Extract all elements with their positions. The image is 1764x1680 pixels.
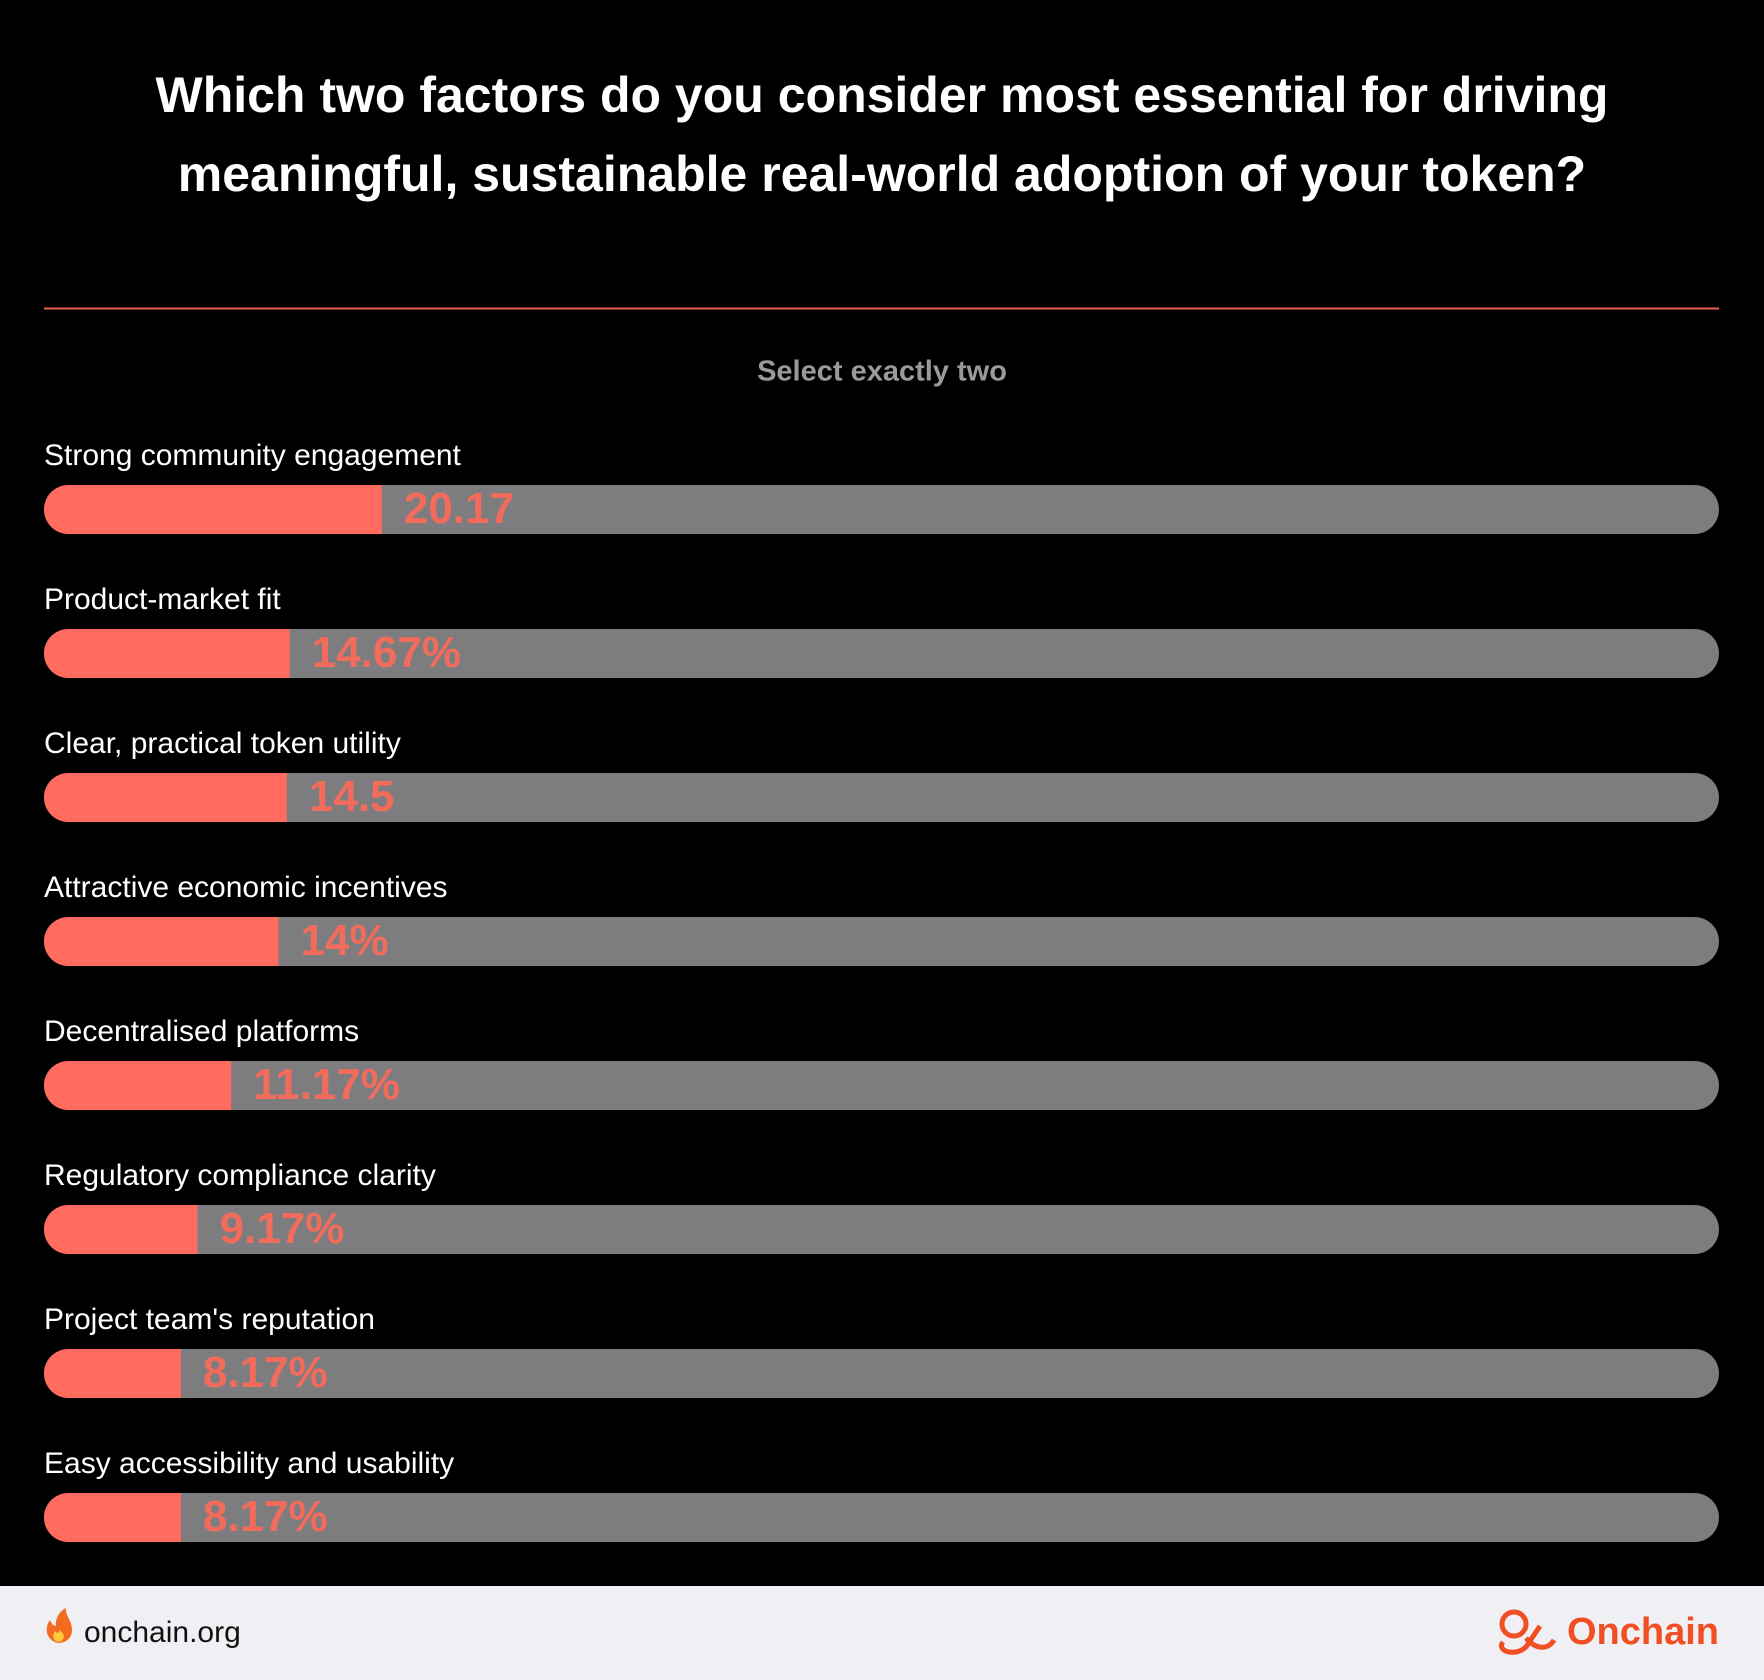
value-label: 20.17 — [404, 484, 514, 533]
value-label: 14.5 — [309, 772, 395, 821]
footer-bar — [0, 1586, 1764, 1680]
bar-track — [44, 917, 1719, 966]
bar-track — [44, 1205, 1719, 1254]
footer-brand: Onchain — [1567, 1611, 1719, 1653]
fire-icon — [46, 1608, 72, 1643]
category-label: Project team's reputation — [44, 1303, 375, 1336]
brand-logo — [1498, 1609, 1557, 1655]
bar-track — [44, 1349, 1719, 1398]
bar-track — [44, 629, 1719, 678]
bar — [44, 629, 290, 678]
bar — [44, 917, 279, 966]
value-label: 9.17% — [220, 1204, 345, 1253]
bar — [44, 1205, 198, 1254]
category-label: Easy accessibility and usability — [44, 1447, 454, 1480]
value-label: 11.17% — [253, 1060, 400, 1109]
bar — [44, 485, 382, 534]
value-label: 8.17% — [203, 1492, 328, 1541]
value-label: 14% — [301, 916, 389, 965]
category-label: Product-market fit — [44, 583, 281, 616]
bar — [44, 1349, 181, 1398]
bar-track — [44, 773, 1719, 822]
category-label: Decentralised platforms — [44, 1015, 359, 1048]
category-label: Clear, practical token utility — [44, 727, 401, 760]
value-label: 8.17% — [203, 1348, 328, 1397]
bar-track — [44, 1493, 1719, 1542]
chart-subtitle: Select exactly two — [757, 356, 1007, 388]
category-label: Attractive economic incentives — [44, 871, 448, 904]
category-label: Strong community engagement — [44, 439, 462, 472]
bar-track — [44, 485, 1719, 534]
footer-site: onchain.org — [84, 1616, 241, 1649]
value-label: 14.67% — [312, 628, 461, 677]
bar — [44, 1493, 181, 1542]
bar — [44, 1061, 232, 1110]
bar — [44, 773, 287, 822]
category-label: Regulatory compliance clarity — [44, 1159, 436, 1192]
chart-title: Which two factors do you consider most e… — [155, 67, 1609, 202]
bar-track — [44, 1061, 1719, 1110]
